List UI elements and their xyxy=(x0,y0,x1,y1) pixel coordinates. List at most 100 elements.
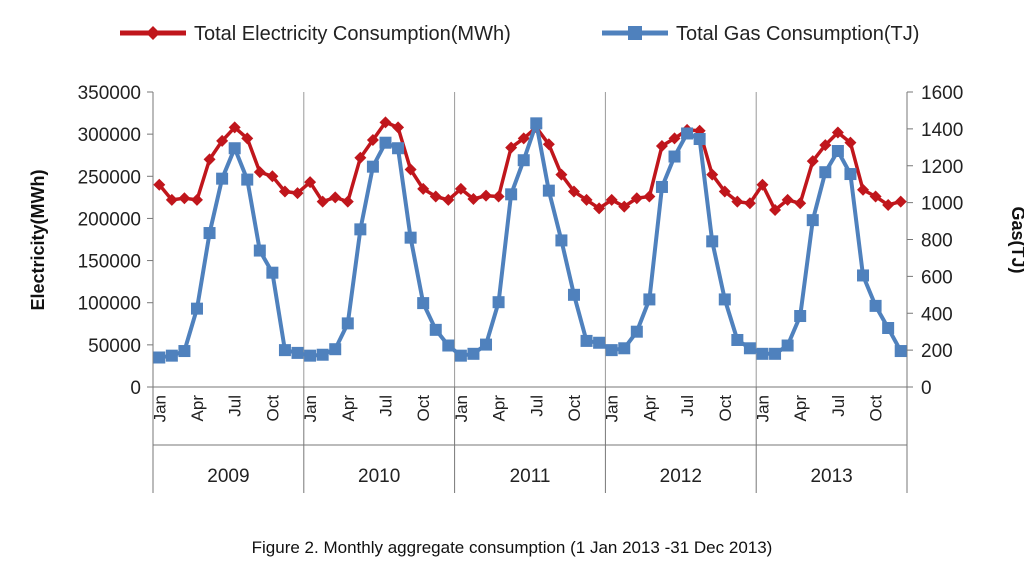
data-point xyxy=(693,133,706,146)
left-tick-label: 50000 xyxy=(88,336,141,357)
data-point xyxy=(593,202,606,215)
data-point xyxy=(404,163,417,176)
data-point xyxy=(806,214,819,227)
month-label: Oct xyxy=(867,395,886,422)
month-label: Apr xyxy=(490,395,509,422)
data-point xyxy=(492,296,505,309)
left-tick-label: 200000 xyxy=(78,209,141,230)
data-point xyxy=(882,322,895,334)
data-point xyxy=(341,317,354,330)
data-point xyxy=(706,235,719,248)
right-tick-label: 800 xyxy=(921,231,953,252)
month-label: Jul xyxy=(527,395,546,417)
data-point xyxy=(228,121,241,134)
data-point xyxy=(882,198,895,211)
data-point xyxy=(480,338,493,351)
data-point xyxy=(743,342,756,355)
right-tick-label: 0 xyxy=(921,378,932,399)
data-point xyxy=(354,223,367,236)
month-label: Jul xyxy=(376,395,395,417)
data-point xyxy=(756,178,769,191)
data-point xyxy=(530,117,543,130)
data-point xyxy=(769,347,782,360)
data-point xyxy=(216,172,229,185)
series-electricity xyxy=(153,116,907,216)
data-point xyxy=(253,244,266,257)
month-label: Jan xyxy=(452,395,471,422)
month-label: Oct xyxy=(716,395,735,422)
data-point xyxy=(718,293,731,306)
data-point xyxy=(467,347,480,360)
data-point xyxy=(643,293,656,306)
data-point xyxy=(630,192,643,205)
data-point xyxy=(643,190,656,203)
data-point xyxy=(580,193,593,206)
left-tick-label: 150000 xyxy=(78,252,141,273)
data-point xyxy=(605,193,618,206)
data-point xyxy=(593,336,606,349)
data-point xyxy=(417,297,430,310)
legend-diamond-marker xyxy=(146,26,160,40)
data-point xyxy=(392,142,405,155)
data-point xyxy=(505,188,518,201)
data-point xyxy=(241,132,254,145)
data-point xyxy=(555,234,568,247)
right-tick-label: 200 xyxy=(921,341,953,362)
legend-label-gas: Total Gas Consumption(TJ) xyxy=(676,23,919,45)
data-point xyxy=(304,349,317,362)
data-point xyxy=(454,349,467,362)
data-point xyxy=(253,166,266,179)
data-point xyxy=(190,193,203,206)
data-point xyxy=(857,269,870,282)
data-point xyxy=(618,200,631,213)
year-label: 2010 xyxy=(358,466,400,487)
year-label: 2011 xyxy=(510,466,551,487)
data-point xyxy=(743,197,756,210)
data-point xyxy=(480,189,493,202)
year-label: 2013 xyxy=(810,466,852,487)
month-label: Jan xyxy=(301,395,320,422)
data-point xyxy=(517,154,530,167)
data-point xyxy=(278,344,291,357)
legend-item-electricity: Total Electricity Consumption(MWh) xyxy=(120,23,511,45)
data-point xyxy=(819,139,832,152)
data-point xyxy=(781,193,794,206)
legend-label-electricity: Total Electricity Consumption(MWh) xyxy=(194,23,511,45)
month-label: Oct xyxy=(414,395,433,422)
month-label: Apr xyxy=(339,395,358,422)
month-label: Jan xyxy=(603,395,622,422)
data-point xyxy=(668,132,681,145)
data-point xyxy=(857,183,870,196)
series-gas xyxy=(153,117,907,364)
data-point xyxy=(706,168,719,181)
data-point xyxy=(404,231,417,244)
data-point xyxy=(442,339,455,352)
data-point xyxy=(316,348,329,361)
data-point xyxy=(379,136,392,149)
year-label: 2012 xyxy=(660,466,702,487)
data-point xyxy=(806,155,819,168)
data-point xyxy=(429,190,442,203)
data-point xyxy=(190,302,203,315)
left-tick-label: 250000 xyxy=(78,167,141,188)
data-point xyxy=(555,168,568,181)
left-tick-label: 350000 xyxy=(78,83,141,104)
right-tick-label: 1400 xyxy=(921,120,963,141)
data-point xyxy=(718,185,731,198)
month-label: Apr xyxy=(640,395,659,422)
right-tick-label: 400 xyxy=(921,304,953,325)
data-point xyxy=(366,160,379,173)
month-label: Jul xyxy=(678,395,697,417)
data-point xyxy=(329,343,342,356)
left-axis-title: Electricity(MWh) xyxy=(28,169,48,310)
data-point xyxy=(165,193,178,206)
data-point xyxy=(605,344,618,357)
data-point xyxy=(731,195,744,208)
data-point xyxy=(517,132,530,145)
data-point xyxy=(869,190,882,203)
series-line xyxy=(159,121,903,360)
right-tick-label: 1000 xyxy=(921,194,963,215)
left-tick-label: 100000 xyxy=(78,294,141,315)
data-point xyxy=(630,325,643,338)
left-tick-label: 300000 xyxy=(78,125,141,146)
